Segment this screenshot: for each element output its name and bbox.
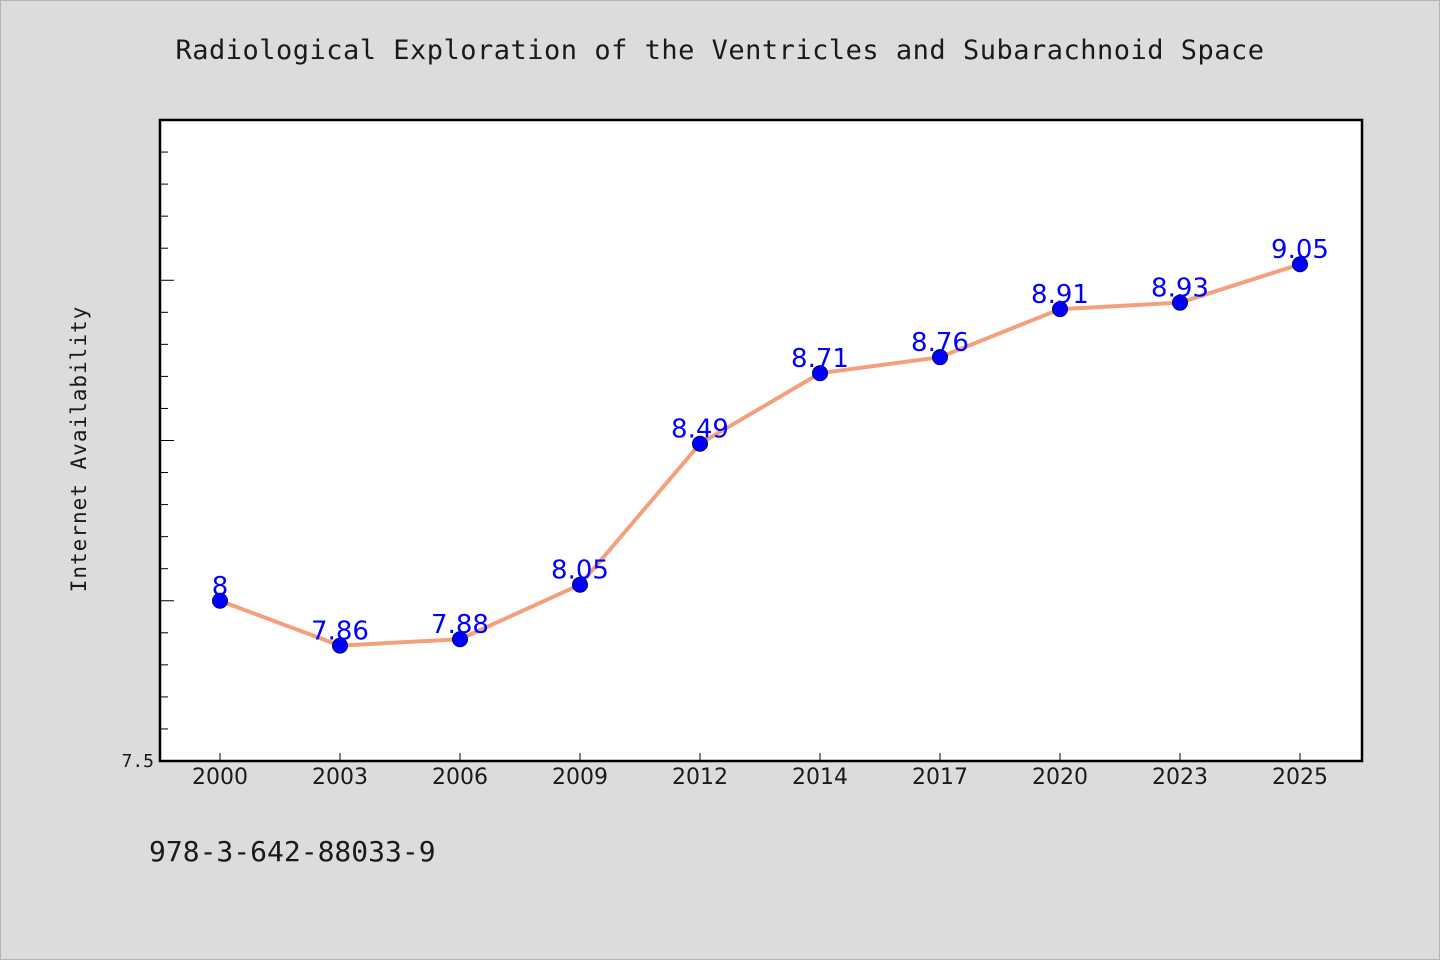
data-label: 7.86 <box>311 617 369 647</box>
data-label: 8.71 <box>791 344 849 374</box>
data-point <box>452 631 468 648</box>
data-point <box>332 637 348 654</box>
data-label: 8.49 <box>671 415 729 445</box>
x-tick-label: 2023 <box>1152 765 1208 790</box>
x-tick-label: 2003 <box>312 765 368 790</box>
series-group <box>212 256 1308 654</box>
series-line <box>218 262 1302 648</box>
data-label: 8.91 <box>1031 280 1089 310</box>
data-label: 8.76 <box>911 328 969 358</box>
data-point <box>1052 301 1068 318</box>
x-tick-label: 2000 <box>192 765 248 790</box>
data-point <box>1292 256 1308 273</box>
data-point <box>212 592 228 609</box>
plot-area <box>158 118 1364 763</box>
data-label-group: 8 7.86 7.88 8.05 8.49 8.71 8.76 8.91 8.93 9.05 <box>212 235 1329 646</box>
data-label: 8.93 <box>1151 274 1209 304</box>
x-tick-label: 2017 <box>912 765 968 790</box>
data-label: 7.88 <box>431 610 489 640</box>
data-label: 8 <box>212 572 229 602</box>
y-tick-label: 7.5 <box>121 751 154 772</box>
x-tick-label: 2020 <box>1032 765 1088 790</box>
x-tick-label: 2009 <box>552 765 608 790</box>
x-axis-ticks: 2000 2003 2006 2009 2012 2014 2017 2020 2023 2025 <box>192 753 1328 790</box>
isbn-footer: 978-3-642-88033-9 <box>149 835 436 868</box>
x-tick-label: 2012 <box>672 765 728 790</box>
data-label: 8.05 <box>551 556 609 586</box>
chart-title: Radiological Exploration of the Ventricl… <box>175 35 1265 66</box>
x-tick-label: 2014 <box>792 765 848 790</box>
data-point <box>692 435 708 452</box>
data-point <box>812 365 828 382</box>
x-tick-label: 2025 <box>1272 765 1328 790</box>
data-point <box>1172 294 1188 311</box>
x-tick-label: 2006 <box>432 765 488 790</box>
data-label: 9.05 <box>1271 235 1329 265</box>
data-point <box>572 576 588 593</box>
y-axis-ticks: 7.5 <box>121 151 174 772</box>
data-point <box>932 349 948 366</box>
